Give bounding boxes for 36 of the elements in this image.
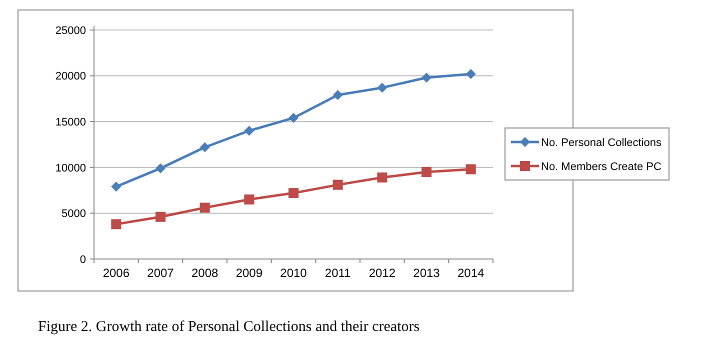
x-tick-label: 2010 bbox=[280, 266, 308, 280]
x-tick-label: 2014 bbox=[457, 266, 485, 280]
legend-label: No. Members Create PC bbox=[541, 160, 662, 173]
caption: Figure 2. Growth rate of Personal Collections and their creators bbox=[38, 319, 420, 335]
point bbox=[156, 212, 166, 222]
point bbox=[466, 164, 476, 174]
x-tick-label: 2007 bbox=[147, 266, 174, 280]
point bbox=[244, 194, 254, 204]
y-tick-label: 10000 bbox=[55, 162, 86, 174]
point bbox=[377, 82, 388, 93]
x-tick-label: 2009 bbox=[236, 266, 263, 280]
x-tick-label: 2006 bbox=[102, 266, 130, 280]
point bbox=[200, 142, 210, 152]
point bbox=[111, 219, 122, 230]
point bbox=[200, 202, 210, 213]
point bbox=[244, 126, 254, 136]
x-tick-label: 2013 bbox=[413, 266, 440, 280]
point bbox=[332, 180, 343, 190]
point bbox=[466, 68, 476, 79]
x-tick-label: 2012 bbox=[368, 266, 396, 280]
point bbox=[377, 172, 388, 182]
y-tick-label: 20000 bbox=[55, 70, 86, 83]
y-tick-label: 15000 bbox=[55, 116, 86, 128]
y-tick-label: 0 bbox=[80, 254, 86, 266]
point bbox=[422, 166, 432, 177]
point bbox=[111, 182, 122, 192]
point bbox=[422, 72, 432, 83]
x-tick-label: 2011 bbox=[324, 266, 352, 280]
x-tick-label: 2008 bbox=[191, 266, 219, 280]
point bbox=[156, 163, 166, 174]
legend-label: No. Personal Collections bbox=[541, 136, 662, 149]
y-tick-label: 5000 bbox=[62, 208, 86, 220]
y-tick-label: 25000 bbox=[55, 24, 86, 37]
point bbox=[288, 112, 298, 123]
point bbox=[288, 188, 298, 198]
point bbox=[332, 90, 343, 100]
